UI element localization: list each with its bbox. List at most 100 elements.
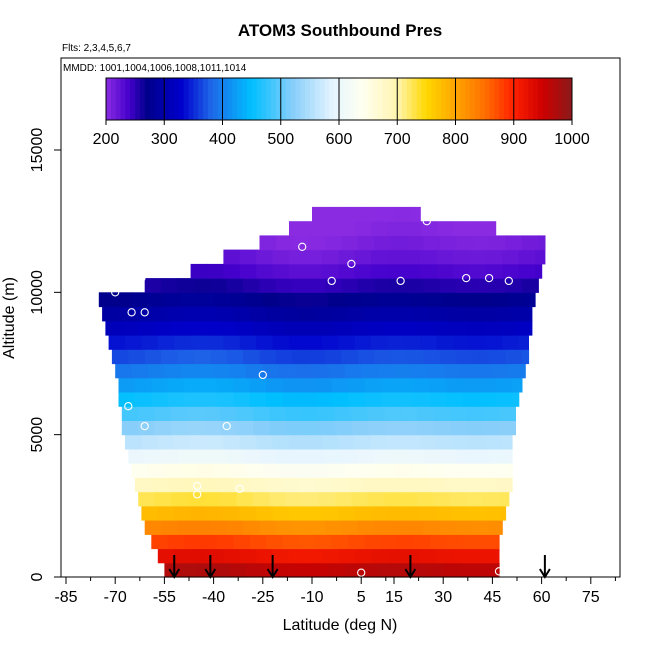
sample-point	[81, 430, 90, 439]
colorbar-segment	[305, 78, 311, 120]
heat-cell	[230, 363, 247, 379]
heat-cell	[148, 292, 165, 308]
heat-cell	[371, 548, 388, 564]
colorbar-segment	[465, 78, 471, 120]
heat-cell	[305, 335, 323, 350]
colorbar-tick-label: 500	[267, 131, 294, 148]
sample-point	[494, 567, 504, 576]
heat-cell	[243, 520, 261, 535]
heat-cell	[492, 463, 510, 478]
heat-cell	[469, 263, 487, 279]
heat-cell	[371, 505, 388, 521]
heat-cell	[134, 377, 152, 393]
heat-cell	[197, 292, 215, 308]
heat-cell	[249, 377, 267, 393]
heat-cell	[203, 406, 221, 421]
heat-cell	[180, 562, 198, 578]
heat-cell	[239, 434, 257, 450]
heat-cell	[171, 406, 188, 421]
heat-cell	[266, 377, 284, 393]
heat-cell	[449, 491, 467, 507]
colorbar-segment	[382, 78, 389, 120]
heat-cell	[354, 263, 372, 279]
heat-cell	[403, 548, 421, 564]
colorbar-segment	[222, 78, 228, 120]
heat-cell	[190, 505, 208, 521]
heat-cell	[456, 349, 474, 365]
heat-cell	[456, 278, 474, 293]
heat-cell	[266, 392, 284, 407]
heat-cell	[144, 349, 162, 365]
heat-cell	[485, 335, 503, 350]
heat-cell	[226, 448, 244, 464]
heat-cell	[302, 420, 320, 436]
heat-cell	[298, 477, 316, 493]
heat-cell	[482, 420, 500, 436]
colorbar-segment	[402, 78, 408, 120]
colorbar-segment	[285, 78, 291, 120]
heat-cell	[476, 363, 493, 379]
colorbar-tick-label: 700	[384, 131, 411, 148]
heat-cell	[305, 548, 323, 564]
colorbar-segment	[533, 78, 539, 120]
colorbar-segment	[188, 78, 194, 120]
heat-cell	[236, 420, 254, 436]
heat-cell	[203, 420, 221, 436]
heat-cell	[387, 548, 405, 564]
heat-cell	[472, 448, 490, 464]
heat-cell	[193, 520, 211, 535]
colorbar-segment	[212, 78, 219, 120]
heat-cell	[453, 249, 470, 265]
heat-cell	[213, 562, 231, 578]
heat-cell	[394, 292, 411, 308]
heat-cell	[256, 505, 274, 521]
heat-cell	[230, 463, 247, 478]
heat-cell	[439, 520, 457, 535]
heat-cell	[433, 320, 451, 336]
heat-cell	[236, 406, 254, 421]
heat-cell	[197, 363, 215, 379]
sample-point	[357, 568, 366, 577]
heat-cell	[177, 349, 195, 365]
colorbar-segment	[110, 78, 117, 120]
colorbar-segment	[203, 78, 209, 120]
colorbar-segment	[377, 78, 384, 120]
heat-cell	[351, 320, 369, 336]
heat-cell	[364, 392, 382, 407]
heat-cell	[535, 263, 543, 279]
heat-cell	[151, 477, 169, 493]
heat-cell	[282, 306, 300, 322]
heat-cell	[226, 278, 244, 293]
heat-cell	[269, 491, 287, 507]
x-tick-label: 45	[484, 589, 502, 606]
heat-cell	[184, 392, 202, 407]
heat-cell	[367, 491, 385, 507]
heat-cell	[384, 491, 402, 507]
heat-cell	[138, 406, 156, 421]
heat-cell	[502, 434, 513, 450]
heat-cell	[154, 406, 172, 421]
heat-cell	[407, 278, 425, 293]
heat-cell	[403, 335, 421, 350]
heat-cell	[269, 406, 287, 421]
colorbar-segment	[135, 78, 141, 120]
heat-cell	[154, 420, 172, 436]
heat-cell	[171, 491, 188, 507]
heat-cell	[318, 406, 336, 421]
sample-point	[347, 259, 356, 269]
heat-cell	[249, 306, 267, 322]
heat-cell	[295, 363, 313, 379]
heat-cell	[308, 278, 326, 293]
heat-cell	[380, 477, 398, 493]
heat-cell	[239, 548, 257, 564]
colorbar-segment	[120, 78, 126, 120]
x-tick-label: 60	[533, 589, 551, 606]
heat-cell	[499, 420, 516, 436]
heat-cell	[341, 349, 359, 365]
heat-cell	[144, 520, 162, 535]
heat-cell	[446, 377, 464, 393]
heat-cell	[469, 249, 487, 265]
heat-cell	[466, 491, 484, 507]
colorbar-segment	[207, 78, 214, 120]
heat-cell	[430, 477, 448, 493]
